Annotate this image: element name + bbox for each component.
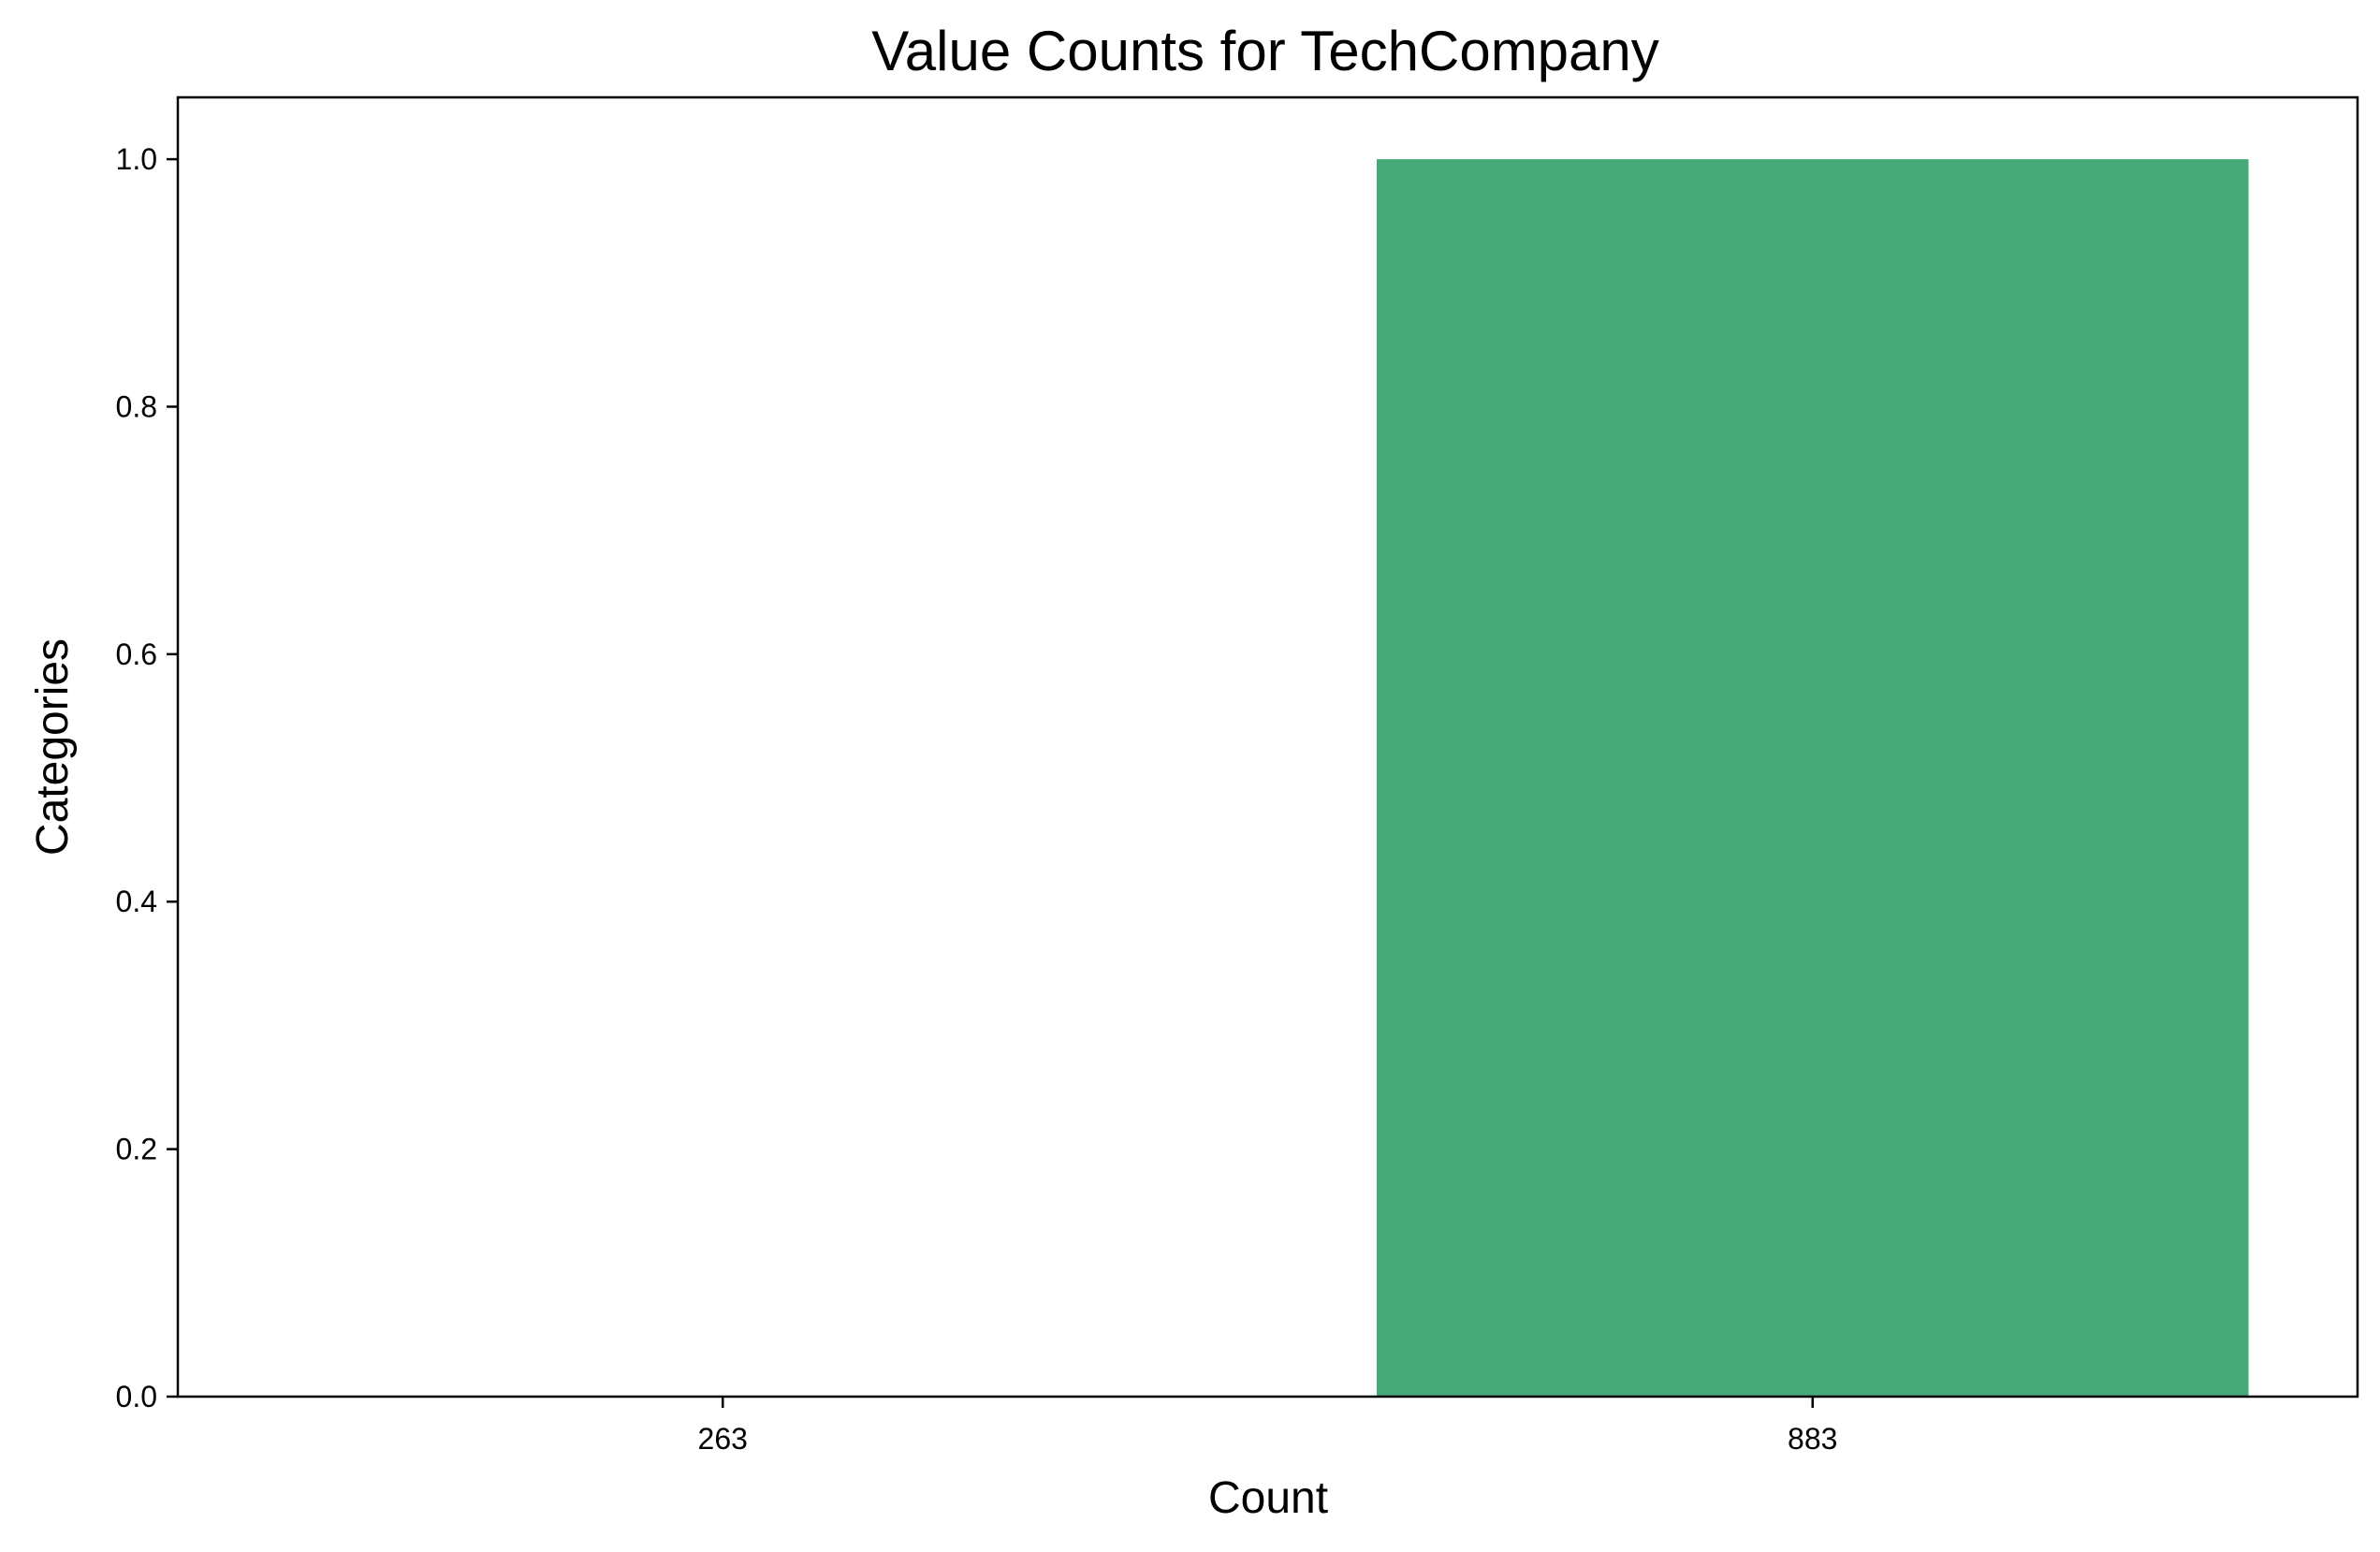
x-axis: 263 883 bbox=[698, 1397, 1837, 1456]
chart-title: Value Counts for TechCompany bbox=[871, 20, 1659, 82]
y-tick-label: 0.6 bbox=[116, 637, 157, 671]
y-tick-label: 0.8 bbox=[116, 389, 157, 423]
x-tick-label: 263 bbox=[698, 1422, 748, 1456]
y-tick-label: 0.2 bbox=[116, 1133, 157, 1166]
x-axis-label: Count bbox=[1208, 1473, 1328, 1523]
y-axis-label: Categories bbox=[28, 638, 78, 856]
y-tick-label: 0.0 bbox=[116, 1380, 157, 1413]
bar-883 bbox=[1376, 159, 2249, 1398]
x-tick-label: 883 bbox=[1788, 1422, 1837, 1456]
y-tick-label: 0.4 bbox=[116, 885, 157, 918]
plot-frame bbox=[176, 95, 2359, 1398]
bars-group bbox=[1376, 159, 2249, 1398]
y-tick-label: 1.0 bbox=[116, 142, 157, 176]
y-axis: 0.0 0.2 0.4 0.6 0.8 1.0 bbox=[116, 142, 178, 1413]
